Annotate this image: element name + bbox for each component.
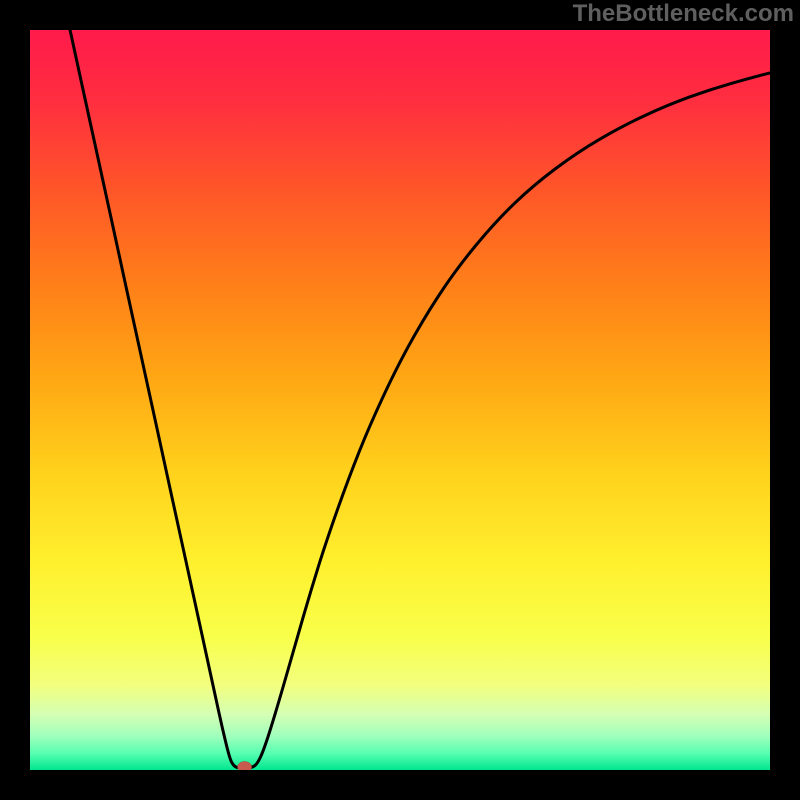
watermark-text: TheBottleneck.com [573, 0, 794, 28]
chart-svg [0, 0, 800, 800]
plot-background [30, 30, 770, 770]
chart-stage: TheBottleneck.com [0, 0, 800, 800]
